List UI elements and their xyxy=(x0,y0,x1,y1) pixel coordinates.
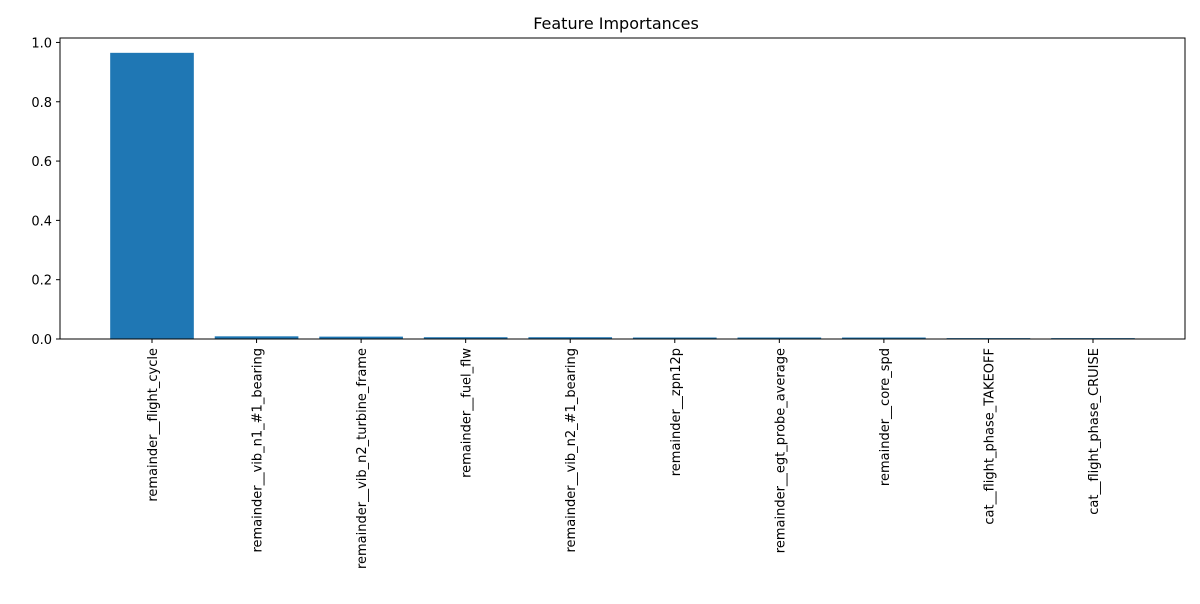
bar-6 xyxy=(737,337,822,339)
x-axis: remainder__flight_cycle remainder__vib_n1… xyxy=(146,339,1102,569)
bar-3 xyxy=(423,337,508,339)
bar-1 xyxy=(214,336,299,339)
x-tick-label-4: remainder__vib_n2_#1_bearing xyxy=(564,348,579,553)
y-tick-label-1: 0.2 xyxy=(31,274,52,289)
chart-title: Feature Importances xyxy=(533,14,699,33)
y-tick-label-5: 1.0 xyxy=(31,36,52,51)
y-tick-label-2: 0.4 xyxy=(31,214,52,229)
x-tick-label-3: remainder__fuel_flw xyxy=(460,348,475,478)
x-tick-label-8: cat__flight_phase_TAKEOFF xyxy=(982,348,997,525)
plot-frame xyxy=(59,37,1186,340)
x-tick-label-9: cat__flight_phase_CRUISE xyxy=(1087,348,1102,515)
bar-4 xyxy=(528,337,613,339)
y-axis: 0.0 0.2 0.4 0.6 0.8 1.0 xyxy=(31,36,60,348)
x-tick-label-1: remainder__vib_n1_#1_bearing xyxy=(251,348,266,553)
bar-7 xyxy=(842,337,926,339)
y-tick-label-3: 0.6 xyxy=(31,155,52,170)
bar-2 xyxy=(319,336,403,339)
bar-0 xyxy=(110,52,194,340)
x-tick-label-6: remainder__egt_probe_average xyxy=(773,348,788,553)
bars-layer xyxy=(110,52,1135,340)
x-tick-label-0: remainder__flight_cycle xyxy=(146,348,161,502)
x-tick-label-7: remainder__core_spd xyxy=(878,348,893,486)
y-tick-label-4: 0.8 xyxy=(31,96,52,111)
y-tick-label-0: 0.0 xyxy=(31,333,52,348)
bar-5 xyxy=(632,337,717,339)
x-tick-label-5: remainder__zpn12p xyxy=(669,348,684,476)
x-tick-label-2: remainder__vib_n2_turbine_frame xyxy=(355,348,370,569)
